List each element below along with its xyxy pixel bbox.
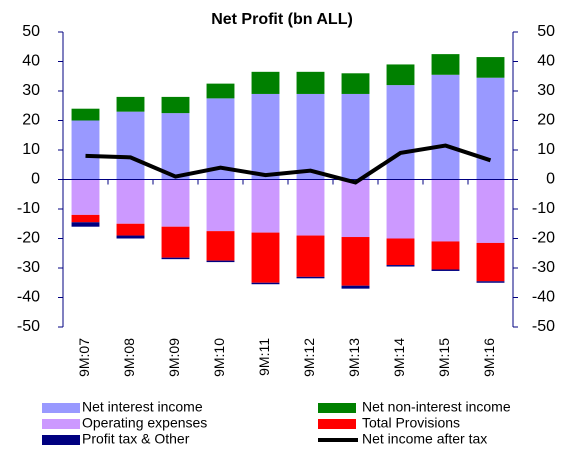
legend-label: Net non-interest income <box>362 399 511 415</box>
y2-tick-label: -10 <box>532 200 555 217</box>
bar-segment <box>71 120 100 180</box>
bar-segment <box>386 64 415 86</box>
bar-segment <box>431 74 460 180</box>
x-tick-label: 9M:11 <box>256 338 272 376</box>
bar-segment <box>476 242 505 282</box>
bar-segment <box>161 113 190 180</box>
bar-segment <box>341 179 370 238</box>
bar-segment <box>431 241 460 270</box>
y2-tick-label: 40 <box>537 53 555 70</box>
bar-segment <box>296 235 325 277</box>
bar-segment <box>296 179 325 236</box>
bar-segment <box>251 71 280 94</box>
bar-segment <box>341 73 370 94</box>
bar-segment <box>476 281 505 283</box>
bar-segment <box>116 235 145 239</box>
legend-swatch <box>42 435 80 445</box>
y-tick-label: 40 <box>22 53 40 70</box>
legend-swatch <box>42 403 80 413</box>
bar-segment <box>71 222 100 227</box>
bar-segment <box>296 93 325 180</box>
bar-segment <box>386 238 415 266</box>
y2-tick-label: -40 <box>532 289 555 306</box>
bar-segment <box>116 111 145 180</box>
y-tick-label: 30 <box>22 82 40 99</box>
legend-label: Profit tax & Other <box>82 431 190 447</box>
bar-segment <box>296 71 325 94</box>
bar-segment <box>386 265 415 267</box>
bar-segment <box>71 179 100 215</box>
y2-tick-label: 20 <box>537 112 555 129</box>
y2-tick-label: 0 <box>546 171 555 188</box>
y-tick-label: -10 <box>17 200 40 217</box>
line-series <box>85 143 492 185</box>
bar-segment <box>161 226 190 258</box>
legend-swatch <box>318 403 356 413</box>
y-tick-label: 20 <box>22 112 40 129</box>
y-tick-label: -50 <box>17 318 40 335</box>
legend-label: Operating expenses <box>82 415 207 431</box>
x-tick-label: 9M:08 <box>121 338 137 377</box>
bar-segment <box>161 179 190 227</box>
y-tick-label: 50 <box>22 23 40 40</box>
bar-segment <box>206 179 235 232</box>
bar-segment <box>296 276 325 279</box>
bar-segment <box>206 231 235 261</box>
y-tick-label: -20 <box>17 230 40 247</box>
chart-title: Net Profit (bn ALL) <box>211 11 353 28</box>
bar-segment <box>116 96 145 112</box>
bar-segment <box>251 93 280 180</box>
x-tick-label: 9M:15 <box>436 338 452 377</box>
bar-segment <box>476 179 505 243</box>
x-tick-label: 9M:16 <box>481 338 497 377</box>
y2-tick-label: -30 <box>532 259 555 276</box>
y2-tick-label: -50 <box>532 318 555 335</box>
bar-segment <box>386 85 415 180</box>
bar-segment <box>476 57 505 78</box>
bar-segment <box>206 83 235 99</box>
bar-segment <box>161 257 190 260</box>
y-tick-label: 10 <box>22 141 40 158</box>
y-tick-label: -40 <box>17 289 40 306</box>
bar-segment <box>431 54 460 75</box>
bar-segment <box>431 269 460 271</box>
y-tick-label: 0 <box>31 171 40 188</box>
bar-segment <box>71 108 100 121</box>
bar-segment <box>161 96 190 114</box>
legend-label: Total Provisions <box>362 415 460 431</box>
bar-segment <box>116 223 145 236</box>
bar-segment <box>341 93 370 180</box>
bar-segment <box>386 179 415 239</box>
y2-tick-label: 10 <box>537 141 555 158</box>
bar-segment <box>476 77 505 180</box>
bar-segment <box>71 214 100 223</box>
bar-segment <box>251 179 280 233</box>
x-tick-label: 9M:09 <box>166 338 182 377</box>
bar-segment <box>251 282 280 285</box>
bar-segment <box>116 179 145 224</box>
x-tick-label: 9M:13 <box>346 338 362 377</box>
bar-segment <box>431 179 460 242</box>
bar-segment <box>206 260 235 263</box>
bar-segment <box>341 285 370 289</box>
y2-tick-label: -20 <box>532 230 555 247</box>
bar-segment <box>341 237 370 286</box>
legend-swatch <box>318 419 356 429</box>
legend-label: Net interest income <box>82 399 203 415</box>
legend-label: Net income after tax <box>362 431 487 447</box>
legend-swatch <box>42 419 80 429</box>
x-tick-label: 9M:10 <box>211 338 227 377</box>
y-tick-label: -30 <box>17 259 40 276</box>
y2-tick-label: 50 <box>537 23 555 40</box>
x-tick-label: 9M:07 <box>76 338 92 377</box>
x-tick-label: 9M:14 <box>391 338 407 377</box>
x-tick-label: 9M:12 <box>301 338 317 377</box>
y2-tick-label: 30 <box>537 82 555 99</box>
bar-segment <box>251 232 280 283</box>
